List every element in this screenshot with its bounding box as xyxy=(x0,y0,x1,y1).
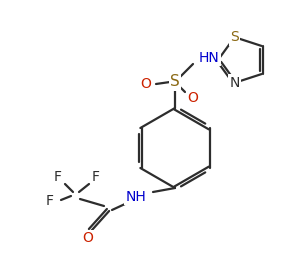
Text: F: F xyxy=(46,194,54,208)
Text: F: F xyxy=(54,170,62,184)
Text: N: N xyxy=(230,76,240,90)
Text: F: F xyxy=(92,170,100,184)
Text: O: O xyxy=(140,77,151,91)
Text: S: S xyxy=(170,75,180,89)
Text: S: S xyxy=(230,30,239,44)
Text: HN: HN xyxy=(199,51,220,65)
Text: O: O xyxy=(188,91,198,105)
Text: NH: NH xyxy=(125,190,146,204)
Text: O: O xyxy=(83,231,93,245)
